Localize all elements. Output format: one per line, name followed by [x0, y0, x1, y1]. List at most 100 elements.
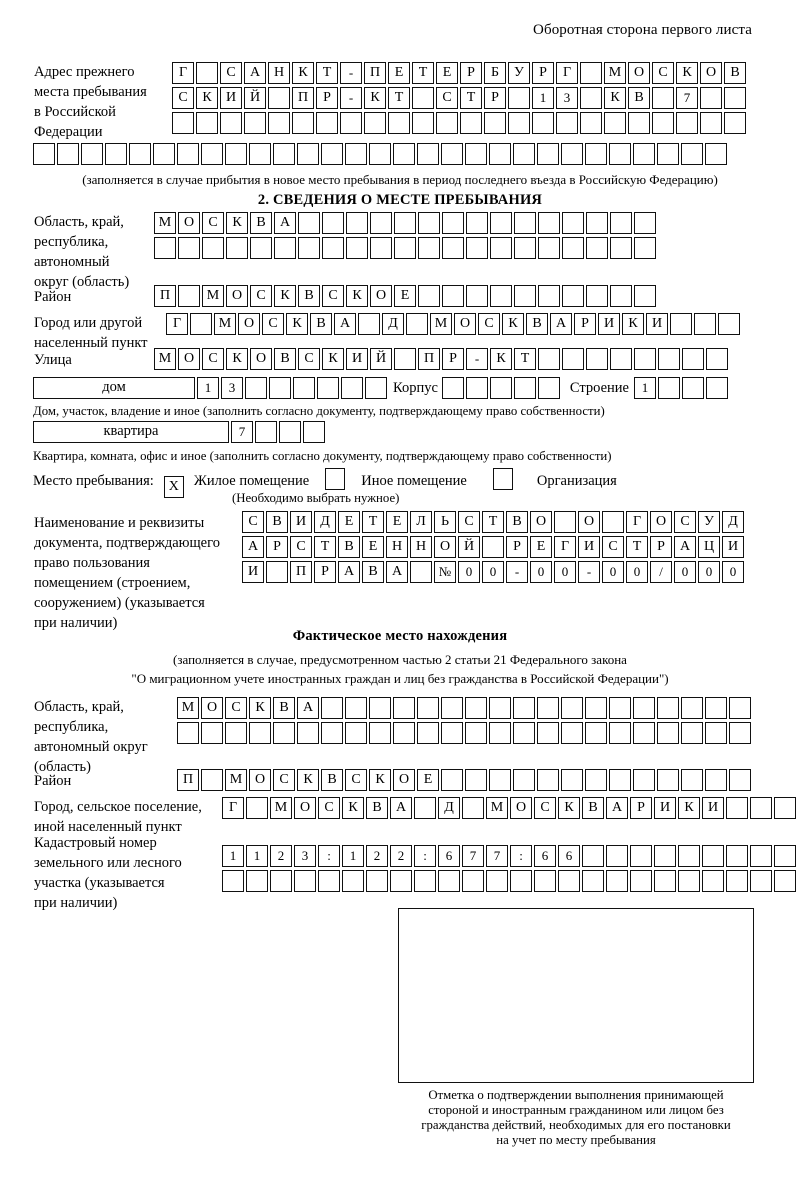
- char-cell[interactable]: [585, 697, 607, 719]
- char-cell[interactable]: [196, 112, 218, 134]
- char-cell[interactable]: [561, 697, 583, 719]
- char-cell[interactable]: А: [338, 561, 360, 583]
- char-cell[interactable]: [322, 237, 344, 259]
- char-cell[interactable]: [390, 870, 412, 892]
- char-cell[interactable]: [586, 237, 608, 259]
- char-cell[interactable]: [634, 285, 656, 307]
- char-cell[interactable]: [628, 112, 650, 134]
- char-cell[interactable]: [370, 212, 392, 234]
- char-cell[interactable]: [418, 237, 440, 259]
- char-cell[interactable]: [318, 870, 340, 892]
- previous-address-wide-row[interactable]: [33, 143, 727, 165]
- char-cell[interactable]: М: [202, 285, 224, 307]
- char-cell[interactable]: В: [582, 797, 604, 819]
- char-cell[interactable]: В: [526, 313, 548, 335]
- char-cell[interactable]: [538, 237, 560, 259]
- char-cell[interactable]: [606, 845, 628, 867]
- char-cell[interactable]: [705, 769, 727, 791]
- char-cell[interactable]: К: [502, 313, 524, 335]
- char-cell[interactable]: [178, 237, 200, 259]
- char-cell[interactable]: [364, 112, 386, 134]
- char-cell[interactable]: :: [510, 845, 532, 867]
- char-cell[interactable]: [202, 237, 224, 259]
- char-cell[interactable]: Н: [386, 536, 408, 558]
- char-cell[interactable]: [269, 377, 291, 399]
- char-cell[interactable]: [657, 769, 679, 791]
- char-cell[interactable]: [586, 212, 608, 234]
- char-cell[interactable]: [537, 143, 559, 165]
- char-cell[interactable]: 1: [246, 845, 268, 867]
- char-cell[interactable]: [33, 143, 55, 165]
- char-cell[interactable]: [321, 143, 343, 165]
- stay-type-option2-checkbox[interactable]: [325, 468, 346, 490]
- char-cell[interactable]: [538, 212, 560, 234]
- char-cell[interactable]: [694, 313, 716, 335]
- char-cell[interactable]: А: [390, 797, 412, 819]
- char-cell[interactable]: 0: [530, 561, 552, 583]
- char-cell[interactable]: [774, 845, 796, 867]
- char-cell[interactable]: [602, 511, 624, 533]
- char-cell[interactable]: [196, 62, 218, 84]
- char-cell[interactable]: [57, 143, 79, 165]
- char-cell[interactable]: 0: [722, 561, 744, 583]
- char-cell[interactable]: Т: [626, 536, 648, 558]
- char-cell[interactable]: [700, 112, 722, 134]
- char-cell[interactable]: И: [722, 536, 744, 558]
- char-cell[interactable]: 3: [221, 377, 243, 399]
- char-cell[interactable]: Т: [314, 536, 336, 558]
- char-cell[interactable]: Р: [630, 797, 652, 819]
- char-cell[interactable]: [705, 377, 728, 399]
- char-cell[interactable]: [489, 377, 512, 399]
- char-cell[interactable]: [417, 722, 439, 744]
- char-cell[interactable]: [634, 237, 656, 259]
- char-cell[interactable]: [633, 143, 655, 165]
- char-cell[interactable]: Б: [484, 62, 506, 84]
- char-cell[interactable]: [610, 348, 632, 370]
- char-cell[interactable]: [249, 143, 271, 165]
- char-cell[interactable]: 0: [626, 561, 648, 583]
- char-cell[interactable]: [369, 697, 391, 719]
- char-cell[interactable]: К: [226, 212, 248, 234]
- char-cell[interactable]: [225, 722, 247, 744]
- char-cell[interactable]: Е: [394, 285, 416, 307]
- char-cell[interactable]: [513, 143, 535, 165]
- al-region-row-1[interactable]: [177, 722, 751, 744]
- char-cell[interactable]: [562, 348, 584, 370]
- char-cell[interactable]: С: [478, 313, 500, 335]
- char-cell[interactable]: [586, 348, 608, 370]
- char-cell[interactable]: [177, 722, 199, 744]
- char-cell[interactable]: [153, 143, 175, 165]
- section2-flat-row[interactable]: квартира 7: [33, 421, 325, 443]
- char-cell[interactable]: 1: [633, 377, 656, 399]
- char-cell[interactable]: С: [674, 511, 696, 533]
- char-cell[interactable]: [633, 769, 655, 791]
- char-cell[interactable]: Г: [626, 511, 648, 533]
- char-cell[interactable]: [508, 112, 530, 134]
- char-cell[interactable]: [514, 237, 536, 259]
- char-cell[interactable]: [654, 870, 676, 892]
- char-cell[interactable]: [201, 722, 223, 744]
- char-cell[interactable]: [414, 870, 436, 892]
- char-cell[interactable]: 2: [390, 845, 412, 867]
- char-cell[interactable]: В: [366, 797, 388, 819]
- char-cell[interactable]: [222, 870, 244, 892]
- char-cell[interactable]: В: [250, 212, 272, 234]
- char-cell[interactable]: [201, 143, 223, 165]
- char-cell[interactable]: О: [250, 348, 272, 370]
- char-cell[interactable]: [513, 722, 535, 744]
- char-cell[interactable]: 1: [342, 845, 364, 867]
- char-cell[interactable]: [321, 722, 343, 744]
- cad-row-1[interactable]: [222, 870, 796, 892]
- char-cell[interactable]: [340, 112, 362, 134]
- char-cell[interactable]: [658, 348, 680, 370]
- char-cell[interactable]: О: [510, 797, 532, 819]
- char-cell[interactable]: Г: [554, 536, 576, 558]
- char-cell[interactable]: П: [177, 769, 199, 791]
- char-cell[interactable]: [346, 212, 368, 234]
- char-cell[interactable]: [154, 237, 176, 259]
- char-cell[interactable]: [657, 697, 679, 719]
- char-cell[interactable]: [508, 87, 530, 109]
